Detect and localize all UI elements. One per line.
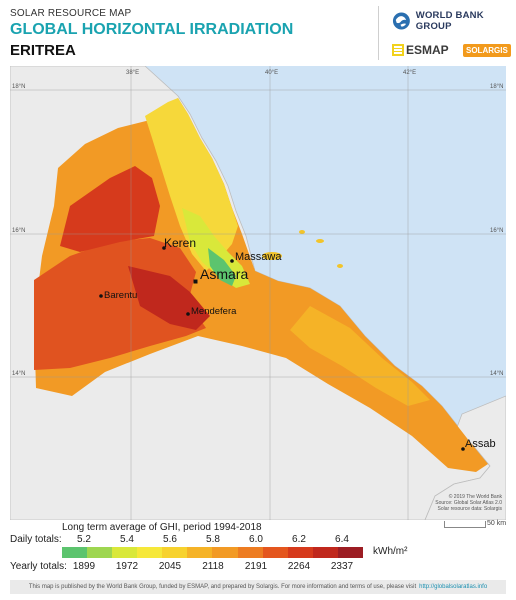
yearly-totals-label: Yearly totals: bbox=[10, 561, 67, 572]
legend-swatch bbox=[137, 547, 163, 558]
lat-label-16n: 16°N bbox=[12, 228, 25, 234]
lon-label-42e: 42°E bbox=[403, 70, 416, 76]
graticule bbox=[10, 66, 506, 520]
daily-value: 5.8 bbox=[206, 534, 220, 545]
irradiation-fill bbox=[34, 98, 488, 472]
daily-value: 6.4 bbox=[335, 534, 349, 545]
yearly-value: 2045 bbox=[158, 561, 182, 572]
footer-link[interactable]: http://globalsolaratlas.info bbox=[419, 584, 488, 590]
map-kicker: SOLAR RESOURCE MAP bbox=[10, 8, 132, 19]
city-dot-massawa bbox=[230, 259, 234, 263]
lat-label-18n-right: 18°N bbox=[490, 84, 503, 90]
irradiation-map: 18°N 16°N 14°N 18°N 16°N 14°N 38°E 40°E … bbox=[10, 66, 506, 520]
city-dot-mendefera bbox=[186, 312, 190, 316]
legend-swatch bbox=[62, 547, 88, 558]
lon-label-38e: 38°E bbox=[126, 70, 139, 76]
legend-swatch bbox=[287, 547, 313, 558]
region-light-green bbox=[182, 208, 250, 288]
yearly-value: 2191 bbox=[244, 561, 268, 572]
region-green bbox=[208, 248, 236, 286]
daily-value: 6.0 bbox=[249, 534, 263, 545]
city-dot-asmara bbox=[193, 279, 198, 284]
legend-swatch bbox=[112, 547, 138, 558]
lat-label-14n: 14°N bbox=[12, 371, 25, 377]
scale-bar bbox=[444, 521, 486, 528]
city-label-asmara: Asmara bbox=[200, 266, 248, 282]
region-red-west bbox=[34, 238, 206, 370]
lon-label-40e: 40°E bbox=[265, 70, 278, 76]
legend-swatch bbox=[262, 547, 288, 558]
yearly-value: 2264 bbox=[287, 561, 311, 572]
map-credit-data: Solar resource data: Solargis bbox=[438, 506, 503, 512]
daily-value: 6.2 bbox=[292, 534, 306, 545]
esmap-logo-text: ESMAP bbox=[406, 43, 449, 57]
city-dot-barentu bbox=[99, 294, 103, 298]
legend-swatch bbox=[162, 547, 188, 558]
map-credit-source: Source: Global Solar Atlas 2.0 bbox=[435, 500, 502, 506]
map-title: GLOBAL HORIZONTAL IRRADIATION bbox=[10, 21, 294, 38]
daily-value: 5.4 bbox=[120, 534, 134, 545]
country-name: ERITREA bbox=[10, 42, 76, 59]
scale-bar-label: 50 km bbox=[487, 520, 507, 527]
footer-note: This map is published by the World Bank … bbox=[10, 580, 506, 594]
city-label-barentu: Barentu bbox=[104, 290, 137, 301]
map-credit-copyright: © 2019 The World Bank bbox=[449, 493, 503, 500]
city-label-massawa: Massawa bbox=[235, 251, 282, 263]
legend-color-bar bbox=[62, 547, 363, 558]
yearly-value: 1972 bbox=[115, 561, 139, 572]
daily-value: 5.6 bbox=[163, 534, 177, 545]
legend-swatch bbox=[237, 547, 263, 558]
legend-unit: kWh/m² bbox=[373, 546, 408, 557]
solargis-logo: SOLARGIS bbox=[463, 44, 511, 57]
region-amber bbox=[290, 306, 430, 406]
lat-label-14n-right: 14°N bbox=[490, 371, 503, 377]
lat-label-16n-right: 16°N bbox=[490, 228, 503, 234]
lat-label-18n: 18°N bbox=[12, 84, 25, 90]
region-red-north bbox=[60, 166, 160, 252]
yearly-value: 2337 bbox=[330, 561, 354, 572]
map-header: SOLAR RESOURCE MAP GLOBAL HORIZONTAL IRR… bbox=[0, 0, 516, 62]
legend-swatch bbox=[312, 547, 338, 558]
legend-swatch bbox=[337, 547, 363, 558]
legend-swatch bbox=[187, 547, 213, 558]
world-bank-logo-text: WORLD BANK GROUP bbox=[415, 10, 484, 32]
islands bbox=[262, 230, 343, 268]
region-yellow bbox=[145, 98, 238, 271]
daily-totals-label: Daily totals: bbox=[10, 534, 62, 545]
globe-icon bbox=[392, 12, 410, 30]
city-dot-assab bbox=[461, 447, 465, 451]
city-label-assab: Assab bbox=[465, 438, 496, 450]
legend-title: Long term average of GHI, period 1994-20… bbox=[62, 522, 262, 533]
legend-swatch bbox=[87, 547, 113, 558]
esmap-logo: ESMAP bbox=[392, 43, 449, 57]
footer-text: This map is published by the World Bank … bbox=[28, 584, 417, 590]
daily-value: 5.2 bbox=[77, 534, 91, 545]
yearly-value: 2118 bbox=[202, 561, 224, 572]
city-label-mendefera: Mendefera bbox=[191, 306, 237, 317]
legend-swatch bbox=[212, 547, 238, 558]
yearly-value: 1899 bbox=[72, 561, 96, 572]
header-divider bbox=[378, 6, 379, 60]
city-dot-keren bbox=[162, 246, 166, 250]
world-bank-logo: WORLD BANK GROUP bbox=[392, 10, 516, 32]
city-label-keren: Keren bbox=[164, 236, 196, 250]
city-markers bbox=[99, 246, 465, 451]
esmap-icon bbox=[392, 44, 404, 56]
